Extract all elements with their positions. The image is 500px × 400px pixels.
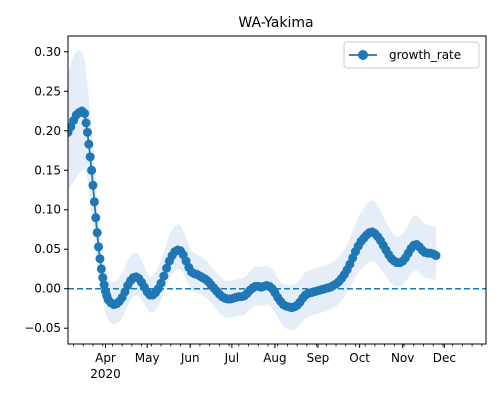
x-tick-label: May <box>135 351 160 365</box>
x-tick-label: Aug <box>263 351 286 365</box>
data-point <box>80 108 90 118</box>
legend-marker <box>358 50 368 60</box>
confidence-band <box>68 50 437 331</box>
data-point <box>84 139 94 149</box>
y-tick-label: 0.05 <box>34 242 61 256</box>
x-tick-label: Nov <box>391 351 414 365</box>
y-tick-label: 0.15 <box>34 163 61 177</box>
data-point <box>88 180 98 190</box>
chart-title: WA-Yakima <box>238 15 313 31</box>
data-point <box>89 197 99 207</box>
y-tick-label: −0.05 <box>24 321 61 335</box>
plot-frame <box>67 35 487 345</box>
y-tick-label: 0.20 <box>34 124 61 138</box>
data-point <box>159 271 169 281</box>
y-tick-label: 0.25 <box>34 84 61 98</box>
x-tick-label: Oct <box>349 351 370 365</box>
data-point <box>162 263 172 273</box>
plot-area <box>68 50 486 331</box>
y-tick-label: 0.00 <box>34 282 61 296</box>
x-tick-label: Jul <box>224 351 239 365</box>
data-point <box>82 127 92 137</box>
data-point <box>85 152 95 162</box>
data-point <box>156 278 166 288</box>
x-year-label: 2020 <box>90 367 121 381</box>
x-tick-label: Jun <box>180 351 200 365</box>
x-axis: Apr May Jun Jul Aug Sep Oct Nov Dec 2020 <box>73 344 483 381</box>
data-point <box>92 228 102 238</box>
y-tick-label: 0.10 <box>34 203 61 217</box>
data-point <box>87 165 97 175</box>
data-point <box>81 118 91 128</box>
x-tick-label: Dec <box>433 351 456 365</box>
data-point <box>98 273 108 283</box>
x-tick-label: Sep <box>307 351 330 365</box>
data-point <box>91 213 101 223</box>
x-tick-label: Apr <box>95 351 116 365</box>
data-point <box>96 264 106 274</box>
legend-box <box>343 41 480 69</box>
data-point <box>94 242 104 252</box>
legend-label: growth_rate <box>389 48 461 62</box>
y-axis: −0.05 0.00 0.05 0.10 0.15 0.20 0.25 0.30 <box>24 45 68 335</box>
legend: growth_rate <box>343 41 480 69</box>
data-point <box>95 254 105 264</box>
data-point <box>431 251 441 261</box>
y-tick-label: 0.30 <box>34 45 61 59</box>
